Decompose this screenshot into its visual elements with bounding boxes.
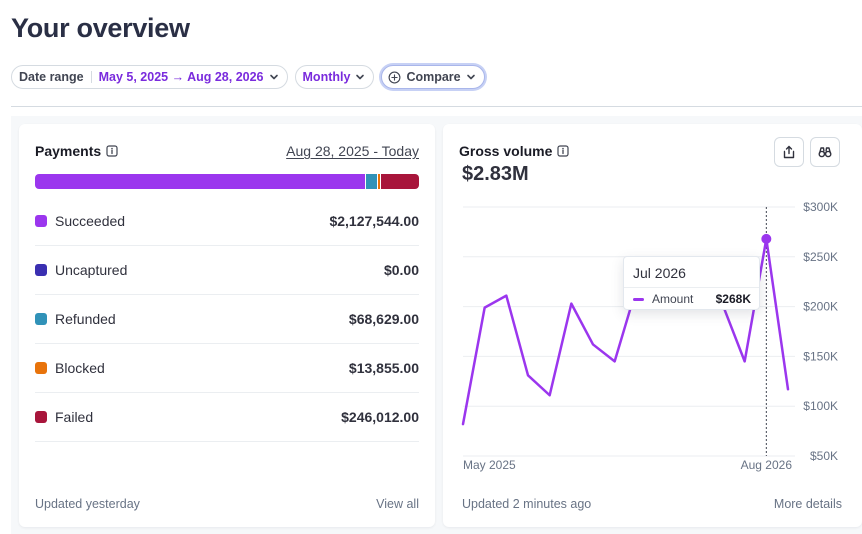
- payments-status-list: Succeeded $2,127,544.00 Uncaptured $0.00 Ref…: [35, 197, 419, 442]
- payment-status-row[interactable]: Uncaptured $0.00: [35, 246, 419, 295]
- chevron-down-icon: [466, 74, 475, 80]
- status-amount: $13,855.00: [348, 360, 419, 376]
- payment-status-row[interactable]: Succeeded $2,127,544.00: [35, 197, 419, 246]
- payment-status-row[interactable]: Failed $246,012.00: [35, 393, 419, 442]
- payments-card: Payments Aug 28, 2025 - Today Succeeded $…: [19, 124, 435, 527]
- status-name: Refunded: [55, 311, 116, 327]
- compare-label: Compare: [406, 70, 461, 84]
- date-range-filter[interactable]: Date range May 5, 2025 → Aug 28, 2026: [11, 65, 288, 89]
- tooltip-series-name: Amount: [652, 292, 694, 306]
- view-all-link[interactable]: View all: [376, 497, 419, 511]
- y-tick-label: $300K: [803, 200, 838, 214]
- y-tick-label: $200K: [803, 300, 838, 314]
- chart-tooltip: Jul 2026 Amount $268K: [623, 256, 760, 310]
- more-details-link[interactable]: More details: [773, 497, 842, 511]
- tooltip-row: Amount $268K: [633, 292, 751, 306]
- status-swatch: [35, 411, 47, 423]
- export-button[interactable]: [774, 137, 804, 167]
- status-amount: $246,012.00: [341, 409, 419, 425]
- payments-title: Payments: [35, 143, 118, 159]
- payment-status-row[interactable]: Blocked $13,855.00: [35, 344, 419, 393]
- gross-volume-card: $50K $100K $150K $200K $250K $300K May 2025 Aug…: [443, 124, 862, 527]
- interval-filter[interactable]: Monthly: [294, 65, 375, 89]
- status-swatch: [35, 264, 47, 276]
- status-name: Failed: [55, 409, 94, 425]
- tooltip-title: Jul 2026: [633, 265, 686, 281]
- binoculars-icon: [818, 147, 832, 158]
- highlight-point[interactable]: [761, 233, 772, 244]
- info-icon[interactable]: [557, 145, 569, 157]
- bar-segment-refunded: [366, 174, 377, 189]
- bar-segment-failed: [380, 174, 419, 189]
- explore-button[interactable]: [810, 137, 840, 167]
- gross-volume-title-text: Gross volume: [459, 143, 553, 159]
- interval-value: Monthly: [302, 70, 351, 84]
- status-name: Blocked: [55, 360, 105, 376]
- filter-separator: [90, 71, 92, 83]
- date-range-value: May 5, 2025 → Aug 28, 2026: [98, 70, 264, 84]
- tooltip-divider: [624, 287, 759, 288]
- bar-segment-succeeded: [35, 174, 366, 189]
- gross-volume-title: Gross volume: [459, 143, 569, 159]
- y-tick-label: $250K: [803, 250, 838, 264]
- bar-segment-blocked: [377, 174, 380, 189]
- payments-title-text: Payments: [35, 143, 102, 159]
- status-swatch: [35, 215, 47, 227]
- share-icon: [783, 145, 795, 159]
- status-name: Succeeded: [55, 213, 126, 229]
- plus-circle-icon: [388, 71, 401, 83]
- gross-volume-total: $2.83M: [462, 163, 529, 185]
- status-swatch: [35, 362, 47, 374]
- payments-updated: Updated yesterday: [35, 497, 140, 511]
- status-amount: $0.00: [383, 262, 419, 278]
- y-tick-label: $50K: [810, 449, 838, 463]
- chevron-down-icon: [356, 74, 365, 80]
- tooltip-series-swatch: [633, 297, 644, 301]
- x-tick-label: May 2025: [463, 458, 516, 472]
- status-name: Uncaptured: [55, 262, 128, 278]
- series-line-amount[interactable]: [461, 237, 790, 426]
- filter-bar: Date range May 5, 2025 → Aug 28, 2026 Mo…: [11, 65, 485, 89]
- status-amount: $68,629.00: [348, 311, 419, 327]
- payments-breakdown-bar: [35, 174, 419, 189]
- status-amount: $2,127,544.00: [329, 213, 419, 229]
- chevron-down-icon: [269, 74, 278, 80]
- payments-range-link[interactable]: Aug 28, 2025 - Today: [286, 143, 419, 159]
- status-swatch: [35, 313, 47, 325]
- page-title: Your overview: [11, 13, 190, 43]
- y-tick-label: $150K: [803, 349, 838, 363]
- info-icon[interactable]: [106, 145, 118, 157]
- header-divider: [11, 106, 862, 107]
- compare-button[interactable]: Compare: [381, 65, 485, 89]
- dashboard-board: Payments Aug 28, 2025 - Today Succeeded $…: [11, 116, 862, 534]
- tooltip-value: $268K: [715, 292, 751, 306]
- gross-volume-updated: Updated 2 minutes ago: [462, 497, 592, 511]
- x-tick-label: Aug 2026: [741, 458, 793, 472]
- date-range-label: Date range: [19, 70, 84, 84]
- payment-status-row[interactable]: Refunded $68,629.00: [35, 295, 419, 344]
- y-tick-label: $100K: [803, 399, 838, 413]
